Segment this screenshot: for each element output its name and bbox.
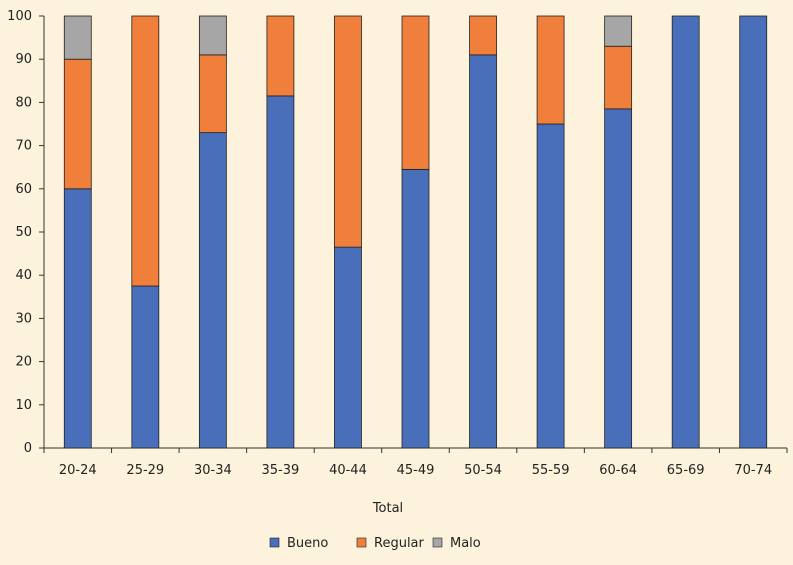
- x-tick-label: 20-24: [59, 463, 97, 478]
- y-tick-label: 50: [15, 225, 32, 240]
- legend-label-malo: Malo: [450, 536, 481, 551]
- x-tick-label: 55-59: [532, 463, 570, 478]
- bar-malo-30-34: [198, 15, 227, 56]
- legend-swatch-malo: [432, 537, 443, 548]
- legend-label-bueno: Bueno: [287, 536, 328, 551]
- x-tick-label: 70-74: [734, 463, 772, 478]
- x-tick-label: 30-34: [194, 463, 232, 478]
- y-tick-label: 30: [15, 311, 32, 326]
- bar-bueno-25-29: [131, 285, 160, 449]
- bar-regular-55-59: [536, 15, 565, 125]
- bar-bueno-30-34: [198, 132, 227, 449]
- ticks-group: 0 10 20 30 40 50 60 70 80 90 100 20-24 25-29 30-34 35-…: [7, 9, 788, 478]
- bar-bueno-60-64: [604, 108, 633, 449]
- bar-bueno-65-69: [671, 15, 700, 449]
- y-tick-label: 0: [24, 441, 32, 456]
- bar-regular-60-64: [604, 45, 633, 110]
- x-tick-label: 65-69: [667, 463, 705, 478]
- legend-swatch-regular: [356, 537, 367, 548]
- bar-malo-60-64: [604, 15, 633, 47]
- x-tick-label: 25-29: [126, 463, 164, 478]
- y-tick-label: 10: [15, 398, 32, 413]
- bar-bueno-50-54: [469, 54, 497, 449]
- bar-bueno-20-24: [63, 188, 92, 449]
- bar-regular-45-49: [401, 15, 430, 170]
- bar-malo-20-24: [63, 15, 92, 60]
- bar-bueno-35-39: [266, 95, 295, 449]
- bar-regular-40-44: [334, 15, 362, 248]
- bar-regular-20-24: [63, 58, 92, 190]
- x-axis-label: Total: [372, 501, 403, 516]
- bar-bueno-40-44: [334, 246, 362, 449]
- y-tick-label: 90: [15, 52, 32, 67]
- y-tick-label: 70: [15, 139, 32, 154]
- x-tick-label: 40-44: [329, 463, 367, 478]
- y-tick-label: 40: [15, 268, 32, 283]
- bar-bueno-45-49: [401, 168, 430, 449]
- y-tick-label: 60: [15, 182, 32, 197]
- bar-regular-30-34: [198, 54, 227, 134]
- legend-label-regular: Regular: [374, 536, 425, 551]
- bars-group: [63, 15, 768, 449]
- legend-swatch-bueno: [269, 537, 280, 548]
- x-tick-label: 35-39: [262, 463, 300, 478]
- bar-regular-50-54: [469, 15, 497, 56]
- x-tick-label: 60-64: [599, 463, 637, 478]
- y-tick-label: 100: [7, 9, 32, 24]
- y-tick-label: 80: [15, 95, 32, 110]
- bar-bueno-70-74: [739, 15, 768, 449]
- legend: Bueno Regular Malo: [269, 536, 481, 551]
- y-tick-label: 20: [15, 355, 32, 370]
- bar-bueno-55-59: [536, 123, 565, 449]
- x-tick-label: 45-49: [397, 463, 435, 478]
- x-tick-label: 50-54: [464, 463, 502, 478]
- bar-regular-35-39: [266, 15, 295, 97]
- bar-regular-25-29: [131, 15, 160, 287]
